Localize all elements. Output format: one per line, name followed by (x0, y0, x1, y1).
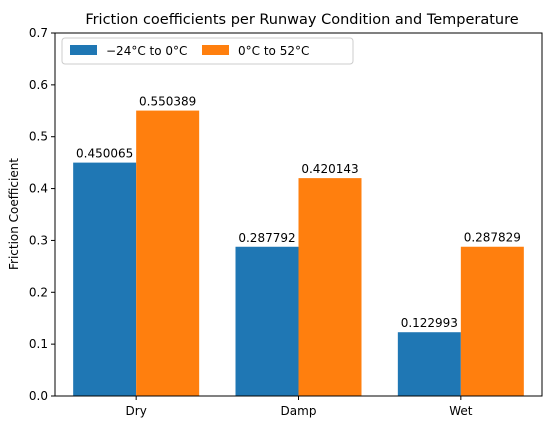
y-axis-title: Friction Coefficient (7, 158, 21, 270)
data-label: 0.122993 (401, 316, 458, 330)
legend-swatch (202, 45, 229, 55)
data-label: 0.550389 (139, 95, 196, 109)
legend-label: −24°C to 0°C (106, 44, 187, 58)
y-tick-label: 0.2 (29, 285, 48, 299)
bar (136, 110, 200, 397)
data-label: 0.420143 (301, 162, 358, 176)
data-label: 0.287829 (464, 231, 521, 245)
x-tick-label: Damp (281, 404, 317, 418)
y-tick-label: 0.5 (29, 130, 48, 144)
data-labels-group: 0.450065 0.287792 0.122993 0.550389 0.420143… (76, 95, 521, 331)
y-tick-label: 0.0 (29, 389, 48, 403)
legend-swatch (70, 45, 97, 55)
y-tick-label: 0.4 (29, 182, 48, 196)
bar (460, 246, 524, 396)
bars-group (73, 110, 524, 397)
y-tick-label: 0.7 (29, 26, 48, 40)
legend: −24°C to 0°C 0°C to 52°C (61, 37, 354, 65)
x-tick-label: Dry (126, 404, 147, 418)
bar (298, 178, 362, 396)
bar (73, 162, 137, 396)
data-label: 0.287792 (238, 231, 295, 245)
bar (397, 332, 461, 396)
chart-title: Friction coefficients per Runway Conditi… (85, 12, 518, 28)
x-tick-label: Wet (449, 404, 473, 418)
y-tick-label: 0.3 (29, 233, 48, 247)
data-label: 0.450065 (76, 147, 133, 161)
axes-group: 0.0 0.1 0.2 0.3 0.4 0.5 0.6 0.7 Dry Damp Wet (29, 26, 543, 418)
bar (235, 246, 299, 396)
y-tick-label: 0.6 (29, 78, 48, 92)
legend-label: 0°C to 52°C (238, 44, 309, 58)
y-tick-label: 0.1 (29, 337, 48, 351)
